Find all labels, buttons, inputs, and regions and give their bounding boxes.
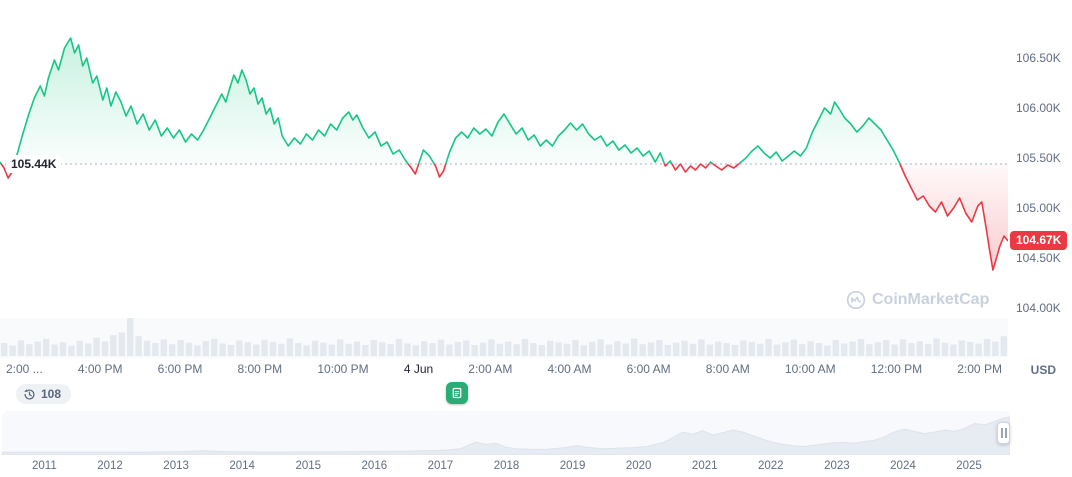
minimap-area — [2, 416, 1010, 455]
y-axis-tick: 106.50K — [1016, 51, 1061, 65]
y-axis-tick: 105.50K — [1016, 151, 1061, 165]
x-axis-tick: 2:00 AM — [468, 362, 513, 376]
y-axis: 106.50K 106.00K 105.50K 105.00K 104.50K 104.0… — [1008, 0, 1072, 358]
price-line-up — [0, 37, 901, 164]
x-axis-tick: 10:00 AM — [784, 362, 836, 376]
main-chart-area: 106.50K 106.00K 105.50K 105.00K 104.50K 104.0… — [0, 0, 1072, 358]
year-tick: 2023 — [824, 460, 850, 472]
price-chart[interactable] — [0, 0, 1008, 358]
x-axis-tick: 10:00 PM — [317, 362, 369, 376]
year-tick: 2024 — [890, 460, 916, 472]
year-tick: 2015 — [295, 460, 322, 472]
x-axis-tick: 8:00 AM — [705, 362, 750, 376]
y-axis-tick: 104.50K — [1016, 251, 1061, 265]
year-tick: 2018 — [493, 460, 520, 472]
event-marker-icon[interactable] — [446, 382, 468, 404]
timeline-handle[interactable] — [997, 422, 1010, 444]
currency-label: USD — [1030, 363, 1056, 377]
history-icon — [23, 388, 36, 401]
y-axis-tick: 104.00K — [1016, 301, 1061, 315]
timeline-minimap[interactable] — [2, 411, 1010, 455]
x-axis-tick: 2:00 PM — [957, 362, 1002, 376]
x-axis-tick: 6:00 PM — [157, 362, 203, 376]
x-axis: 2:00 ... 4:00 PM 6:00 PM 8:00 PM 10:00 PM 4 J… — [0, 362, 1072, 382]
history-badge[interactable]: 108 — [16, 384, 72, 404]
year-tick: 2020 — [625, 460, 652, 472]
current-price-badge: 104.67K — [1010, 231, 1068, 250]
minimap-chart[interactable] — [2, 411, 1010, 455]
y-axis-tick: 106.00K — [1016, 101, 1061, 115]
year-tick: 2022 — [758, 460, 784, 472]
volume-bars — [1, 318, 1007, 356]
year-tick: 2013 — [163, 460, 189, 472]
year-tick: 2012 — [97, 460, 123, 472]
x-axis-tick: 4:00 AM — [547, 362, 592, 376]
area-fill-down — [0, 164, 1008, 270]
year-tick: 2017 — [427, 460, 454, 472]
x-axis-tick: 2:00 ... — [6, 362, 43, 376]
watermark-text: CoinMarketCap — [872, 291, 990, 308]
y-axis-tick: 105.00K — [1016, 201, 1061, 215]
history-count: 108 — [41, 387, 62, 401]
x-axis-tick: 4:00 PM — [77, 362, 123, 376]
x-axis-ticks: 2:00 ... 4:00 PM 6:00 PM 8:00 PM 10:00 PM 4 J… — [0, 362, 1008, 376]
chart-footer-row: 108 — [0, 382, 1072, 409]
year-tick: 2016 — [361, 460, 388, 472]
year-tick: 2011 — [32, 460, 57, 472]
year-tick: 2025 — [956, 460, 982, 472]
year-tick: 2014 — [229, 460, 255, 472]
year-tick: 2019 — [559, 460, 586, 472]
x-axis-tick: 12:00 PM — [870, 362, 923, 376]
area-fill-up — [0, 38, 1008, 164]
volume-strip — [0, 318, 1008, 358]
x-axis-tick: 4 Jun — [403, 362, 434, 376]
timeline-years: 2011 2012 2013 2014 2015 2016 2017 2018 2019 2020… — [0, 455, 1008, 472]
x-axis-tick: 6:00 AM — [626, 362, 671, 376]
year-tick: 2021 — [691, 460, 718, 472]
coinmarketcap-watermark: CoinMarketCap — [846, 290, 989, 310]
coinmarketcap-logo-icon — [846, 290, 866, 310]
document-icon — [452, 387, 462, 399]
open-price-label: 105.44K — [6, 155, 62, 173]
x-axis-tick: 8:00 PM — [237, 362, 283, 376]
